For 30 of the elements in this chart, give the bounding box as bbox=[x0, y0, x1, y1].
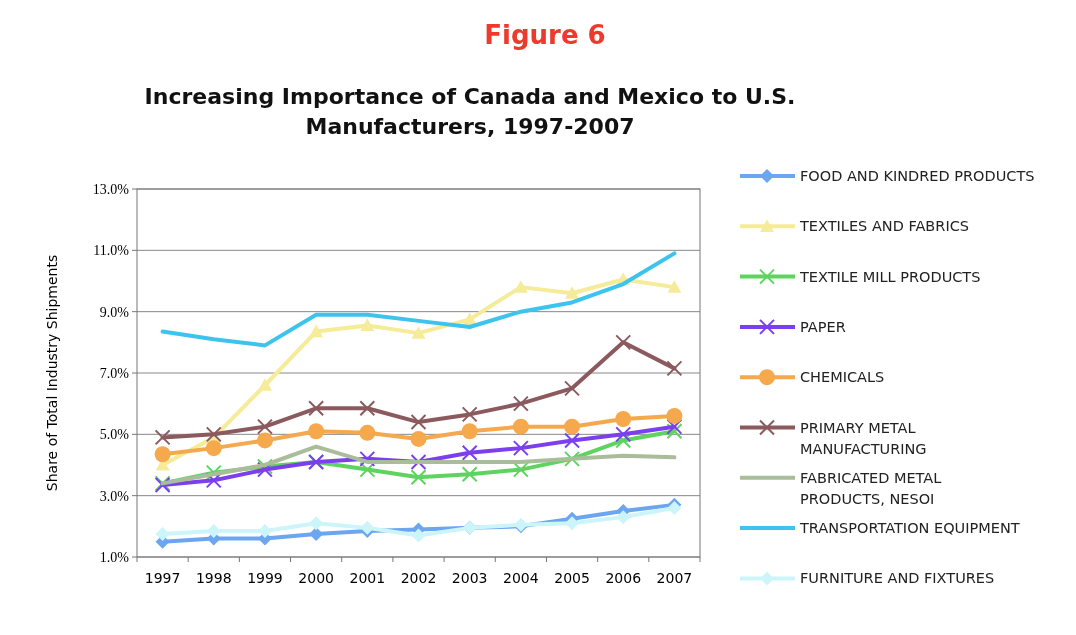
x-tick-label: 2002 bbox=[400, 570, 437, 586]
x-tick-label: 2001 bbox=[349, 570, 386, 586]
legend-label: PAPER bbox=[800, 318, 846, 335]
x-tick-label: 2000 bbox=[298, 570, 334, 586]
y-tick-label: 11.0% bbox=[93, 243, 130, 259]
chart-subtitle: Increasing Importance of Canada and Mexico to U.S. Manufacturers, 1997-2007 bbox=[144, 84, 796, 139]
legend-label: TEXTILES AND FABRICS bbox=[799, 218, 969, 235]
legend-label: PRIMARY METAL MANUFACTURING bbox=[800, 419, 927, 457]
y-tick-label: 5.0% bbox=[99, 427, 130, 443]
x-tick-label: 1998 bbox=[195, 570, 232, 586]
y-tick-label: 3.0% bbox=[99, 488, 130, 504]
legend-label: FURNITURE AND FIXTURES bbox=[800, 570, 995, 587]
y-tick-label: 1.0% bbox=[99, 549, 130, 565]
legend-label: TRANSPORTATION EQUIPMENT bbox=[799, 520, 1020, 537]
x-tick-label: 2006 bbox=[605, 570, 642, 586]
y-tick-label: 9.0% bbox=[99, 304, 130, 320]
y-tick-label: 7.0% bbox=[99, 365, 130, 381]
x-tick-label: 2007 bbox=[656, 570, 693, 586]
x-tick-label: 2004 bbox=[503, 570, 539, 586]
y-axis-title: Share of Total Industry Shipments bbox=[44, 254, 60, 492]
x-tick-label: 1999 bbox=[247, 570, 283, 586]
chart-title: Figure 6 bbox=[484, 20, 606, 50]
x-tick-label: 2005 bbox=[554, 570, 590, 586]
legend-label: FOOD AND KINDRED PRODUCTS bbox=[800, 168, 1035, 185]
legend-label: FABRICATED METAL PRODUCTS, NESOI bbox=[800, 469, 942, 507]
legend-label: TEXTILE MILL PRODUCTS bbox=[799, 268, 981, 285]
x-tick-label: 1997 bbox=[144, 570, 181, 586]
legend-label: CHEMICALS bbox=[800, 369, 885, 386]
y-tick-label: 13.0% bbox=[92, 181, 130, 197]
x-tick-label: 2003 bbox=[451, 570, 488, 586]
